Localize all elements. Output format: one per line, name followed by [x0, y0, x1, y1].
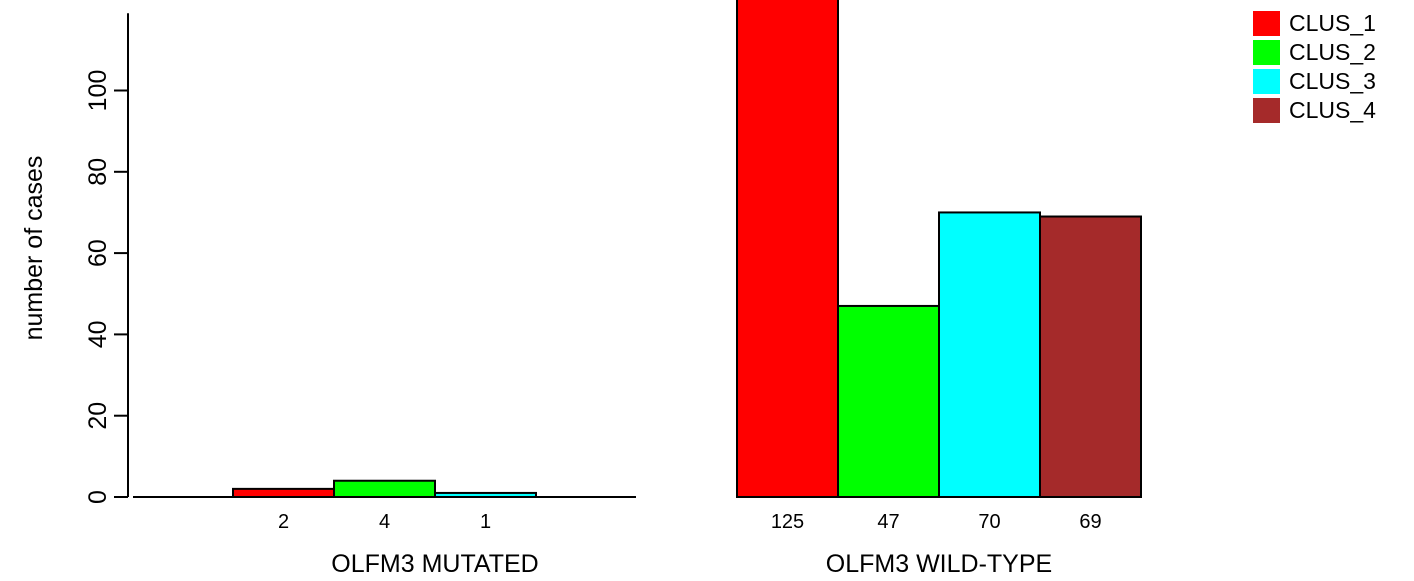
bar-count-label: 70	[978, 511, 1000, 533]
legend-item: CLUS_3	[1253, 68, 1376, 94]
bar-count-label: 2	[278, 511, 289, 533]
legend-label: CLUS_1	[1289, 10, 1376, 36]
legend-swatch	[1253, 69, 1280, 94]
bar-group: 125 47 70 69 OLFM3 WILD-TYPE	[737, 0, 1141, 578]
legend-item: CLUS_1	[1253, 10, 1376, 36]
legend: CLUS_1 CLUS_2 CLUS_3 CLUS_4	[1253, 10, 1376, 123]
bar-group: 2 4 1 OLFM3 MUTATED	[133, 481, 636, 578]
bar-clus-1	[233, 489, 334, 497]
bar-clus-2	[838, 306, 939, 497]
bar-count-label: 125	[771, 511, 804, 533]
legend-label: CLUS_2	[1289, 39, 1376, 65]
legend-label: CLUS_4	[1289, 97, 1376, 123]
bar-count-label: 69	[1079, 511, 1101, 533]
legend-swatch	[1253, 40, 1280, 65]
legend-label: CLUS_3	[1289, 68, 1376, 94]
bar-clus-1	[737, 0, 838, 497]
legend-item: CLUS_4	[1253, 97, 1376, 123]
legend-swatch	[1253, 98, 1280, 123]
y-axis-title: number of cases	[20, 156, 48, 341]
y-tick-label: 0	[84, 490, 112, 504]
bar-clus-4	[1040, 217, 1141, 497]
y-tick-label: 80	[84, 158, 112, 186]
bar-clus-2	[334, 481, 435, 497]
y-tick-label: 20	[84, 402, 112, 430]
bar-count-label: 47	[877, 511, 899, 533]
group-label: OLFM3 MUTATED	[331, 550, 538, 578]
group-label: OLFM3 WILD-TYPE	[826, 550, 1052, 578]
legend-item: CLUS_2	[1253, 39, 1376, 65]
legend-swatch	[1253, 11, 1280, 36]
bar-clus-3	[939, 212, 1040, 497]
bar-groups: 2 4 1 OLFM3 MUTATED 125 47 70 69 OLFM3 WILD-TYPE	[133, 0, 1141, 578]
y-tick-label: 40	[84, 320, 112, 348]
bar-count-label: 4	[379, 511, 390, 533]
bar-count-label: 1	[480, 511, 491, 533]
y-tick-label: 100	[84, 70, 112, 112]
bar-clus-3	[435, 493, 536, 497]
y-axis: 0 20 40 60 80 100	[84, 13, 128, 504]
y-tick-label: 60	[84, 239, 112, 267]
